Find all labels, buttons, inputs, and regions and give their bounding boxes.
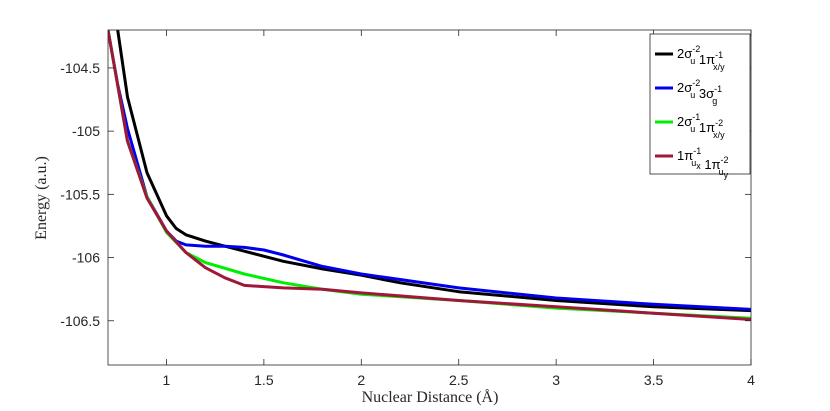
legend-part-base1: 2σ (677, 80, 692, 95)
legend-part-base1: 1π (677, 148, 693, 163)
legend-part-subsub2: y (724, 170, 729, 180)
legend-part-sub2: u (719, 167, 724, 177)
x-tick-label: 1.5 (254, 372, 274, 388)
y-tick-label: -104.5 (60, 60, 100, 76)
x-axis-label: Nuclear Distance (Å) (362, 388, 499, 406)
legend-part-sub1: u (690, 90, 695, 100)
legend-part-sup1: -1 (693, 146, 701, 156)
legend-part-sup2: -1 (714, 84, 722, 94)
legend-part-base1: 2σ (677, 46, 692, 61)
legend-part-sub2: x/y (713, 130, 725, 140)
legend-entry-2: 2σ-2 u 3σ-1 g (677, 78, 722, 106)
legend-part-base2: 1π (695, 52, 715, 67)
legend-entry-3: 2σ-1 u 1π-2 x/y (677, 112, 725, 140)
legend-part-sup2: -1 (715, 50, 723, 60)
series-line-4 (108, 30, 751, 321)
legend-part-sub1: u (690, 124, 695, 134)
legend-part-sup1: -2 (692, 78, 700, 88)
y-tick-label: -105.5 (60, 186, 100, 202)
series-line-1 (116, 30, 751, 313)
legend-part-sup1: -2 (692, 44, 700, 54)
x-tick-label: 4 (747, 372, 755, 388)
legend: 2σ-2 u 1π-1 x/y2σ-2 u 3σ-1 g2σ-1 u 1π-2 x/y1π-… (649, 33, 751, 180)
legend-part-sup1: -1 (692, 112, 700, 122)
y-axis: -104.5 -105 -105.5 -106 -106.5 (60, 60, 751, 329)
legend-part-sup2: -2 (721, 155, 729, 165)
legend-part-subsub1: x (696, 161, 701, 171)
legend-part-sub2: x/y (713, 62, 725, 72)
x-axis: 1 1.5 2 2.5 3 3.5 4 (163, 30, 755, 388)
axes-box (107, 29, 752, 366)
legend-part-base2: 3σ (695, 86, 714, 101)
legend-part-base2: 1π (701, 157, 721, 172)
legend-part-sub2: g (712, 96, 717, 106)
x-tick-label: 2 (357, 372, 365, 388)
legend-entry-4: 1π-1 ux 1π-2 uy (677, 146, 729, 180)
y-tick-label: -106.5 (60, 313, 100, 329)
x-tick-label: 2.5 (449, 372, 469, 388)
y-axis-label: Energy (a.u.) (33, 156, 50, 240)
legend-part-sub1: u (691, 158, 696, 168)
legend-part-base1: 2σ (677, 114, 692, 129)
y-tick-label: -105 (72, 123, 100, 139)
x-tick-label: 1 (163, 372, 171, 388)
legend-entry-1: 2σ-2 u 1π-1 x/y (677, 44, 725, 72)
y-tick-label: -106 (72, 250, 100, 266)
legend-part-base2: 1π (695, 120, 715, 135)
legend-part-sup2: -2 (715, 118, 723, 128)
legend-box (649, 33, 751, 175)
x-tick-label: 3.5 (644, 372, 664, 388)
legend-part-sub1: u (690, 56, 695, 66)
x-tick-label: 3 (552, 372, 560, 388)
plot-lines (108, 30, 751, 321)
